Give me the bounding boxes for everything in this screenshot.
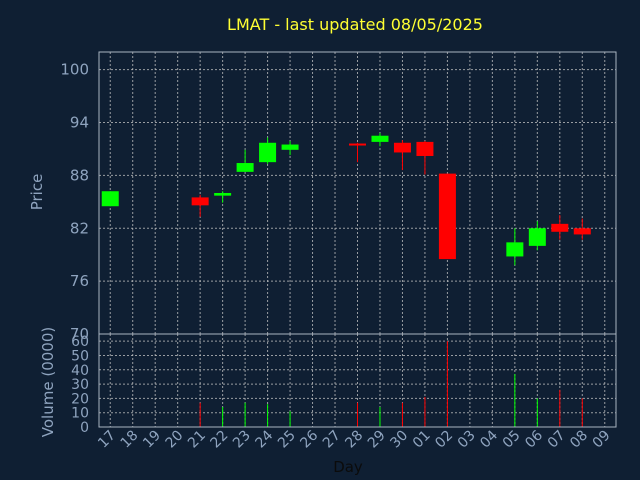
candle-body [551,223,569,232]
candle-24 [259,137,277,164]
candle-body [371,135,389,142]
candle-body [528,228,546,246]
x-tick-label: 08 [567,428,591,452]
volume-tick-label: 40 [71,363,89,379]
volume-tick-label: 30 [71,377,89,393]
candle-body [393,142,411,153]
x-tick-label: 07 [545,428,569,452]
candle-25 [281,141,299,156]
volume-tick-label: 20 [71,391,89,407]
x-axis-label: Day [333,458,363,476]
price-axis-label: Price [28,174,46,211]
x-axis-ticks: 1718192021222324252627282930010203040506… [95,427,613,451]
candle-06 [528,221,546,251]
price-tick-label: 94 [70,114,89,132]
candle-05 [506,228,524,266]
x-tick-label: 05 [500,428,524,452]
price-tick-label: 100 [60,61,89,79]
candle-17 [101,191,119,207]
candle-23 [236,149,254,172]
x-tick-label: 28 [342,428,366,452]
candle-body [573,228,591,235]
candle-body [416,141,434,156]
price-tick-label: 82 [70,219,89,237]
x-tick-label: 21 [185,428,209,452]
x-tick-label: 03 [455,428,479,452]
volume-tick-label: 60 [71,334,89,350]
candle-body [281,144,299,150]
price-tick-label: 88 [70,166,89,184]
x-tick-label: 09 [590,428,614,452]
candle-body [349,143,366,146]
candle-body [214,193,232,196]
candle-body [259,142,277,163]
price-tick-label: 70 [70,325,89,343]
candle-08 [573,218,591,240]
candle-body [191,197,209,206]
x-tick-label: 06 [522,427,546,451]
candle-29 [371,133,389,147]
price-tick-label: 76 [70,272,89,290]
candle-07 [551,215,569,240]
x-tick-label: 26 [297,427,321,451]
candle-body [438,173,456,260]
volume-tick-label: 10 [71,406,89,422]
x-tick-label: 30 [387,428,411,452]
x-tick-label: 02 [432,428,456,452]
x-tick-label: 18 [118,428,142,452]
price-panel: 100 94 88 82 76 70 [60,51,617,343]
candle-body [101,191,119,207]
volume-axis-label: Volume (0000) [39,327,57,437]
x-tick-label: 25 [275,428,299,452]
volume-frame [98,333,617,428]
x-tick-label: 23 [230,428,254,452]
x-tick-label: 01 [410,428,434,452]
candle-body [236,163,254,172]
x-tick-label: 04 [477,427,501,451]
chart-title: LMAT - last updated 08/05/2025 [227,15,483,34]
candle-22 [214,191,232,203]
x-tick-label: 20 [163,428,187,452]
volume-tick-label: 50 [71,348,89,364]
candle-02 [438,173,456,260]
candle-01 [416,141,434,175]
x-tick-label: 24 [252,427,276,451]
candle-30 [393,140,411,171]
volume-tick-label: 0 [80,420,89,436]
candle-21 [191,194,209,217]
x-tick-label: 29 [365,428,389,452]
x-tick-label: 19 [140,428,164,452]
x-tick-label: 22 [208,428,232,452]
x-tick-label: 27 [320,428,344,452]
x-tick-label: 17 [95,428,119,452]
candle-body [506,242,524,257]
candle-28 [349,142,366,163]
